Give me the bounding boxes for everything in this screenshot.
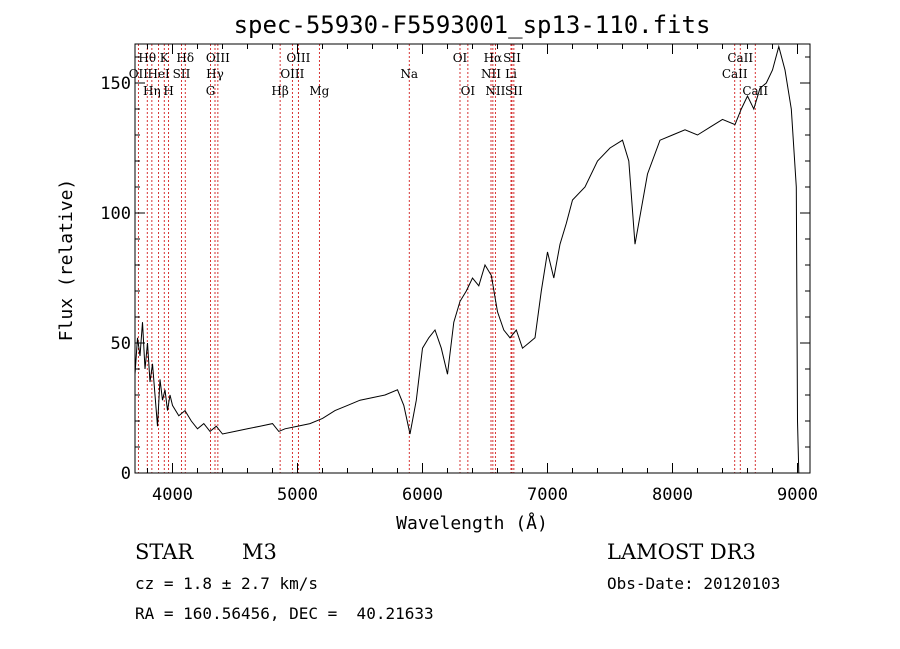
spectral-line-label: Hγ — [206, 67, 224, 81]
x-tick-label: 8000 — [652, 485, 693, 505]
spectrum-line — [134, 44, 800, 474]
spectral-line-label: SII — [505, 84, 523, 98]
spectral-line-label: OI — [461, 84, 476, 98]
spectral-line-label: G — [206, 84, 216, 98]
x-axis-ticks: 4000 5000 6000 7000 8000 9000 — [147, 44, 818, 505]
spectral-line-label: OII — [129, 67, 149, 81]
spectral-line-label: K — [160, 51, 170, 65]
x-tick-label: 5000 — [277, 485, 318, 505]
spectral-line-label: OIII — [206, 51, 230, 65]
spectral-line-label: Hβ — [271, 84, 288, 98]
spectral-line-markers — [137, 44, 756, 473]
spectral-line-label: OIII — [286, 51, 310, 65]
spectral-line-label: Hδ — [176, 51, 194, 65]
object-class: STAR — [135, 540, 194, 564]
x-tick-label: 4000 — [152, 485, 193, 505]
y-tick-label: 50 — [111, 334, 131, 354]
y-axis-ticks: 0 50 100 150 — [100, 56, 810, 484]
spectral-line-label: Na — [400, 67, 418, 81]
spectral-line-label: SII — [503, 51, 521, 65]
spectral-line-label: Hθ — [138, 51, 156, 65]
spectral-line-labels: HθOIIHηHeIKHSIIHδGHγOIIIHβOIIIOIIIMgNaOI… — [129, 51, 769, 98]
spectral-line-label: CaII — [722, 67, 748, 81]
y-tick-label: 0 — [121, 464, 131, 484]
spectral-line-label: CaII — [727, 51, 753, 65]
coordinates: RA = 160.56456, DEC = 40.21633 — [135, 604, 434, 623]
y-axis-label: Flux (relative) — [56, 179, 77, 342]
plot-frame — [134, 43, 811, 474]
x-tick-label: 6000 — [402, 485, 443, 505]
spectral-line-label: CaII — [742, 84, 768, 98]
spectral-line-label: Li — [505, 67, 517, 81]
spectral-line-label: Hα — [484, 51, 503, 65]
spectral-line-label: OI — [453, 51, 468, 65]
chart-title: spec-55930-F5593001_sp13-110.fits — [234, 11, 711, 39]
spectral-line-label: Mg — [309, 84, 329, 98]
spectral-line-label: NII — [485, 84, 505, 98]
spectral-line-label: SII — [173, 67, 191, 81]
survey-name: LAMOST DR3 — [607, 540, 756, 564]
y-tick-label: 150 — [100, 74, 131, 94]
x-tick-label: 9000 — [777, 485, 818, 505]
redshift-cz: cz = 1.8 ± 2.7 km/s — [135, 574, 319, 593]
obs-date: Obs-Date: 20120103 — [607, 574, 781, 593]
spectral-line-label: HeI — [147, 67, 170, 81]
spectral-line-label: H — [163, 84, 173, 98]
spectral-line-label: OIII — [280, 67, 304, 81]
x-tick-label: 7000 — [527, 485, 568, 505]
spectral-line-label: Hη — [143, 84, 161, 98]
y-tick-label: 100 — [100, 204, 131, 224]
object-subclass: M3 — [242, 540, 277, 564]
spectral-line-label: NII — [481, 67, 501, 81]
x-axis-label: Wavelength (Å) — [396, 512, 548, 534]
